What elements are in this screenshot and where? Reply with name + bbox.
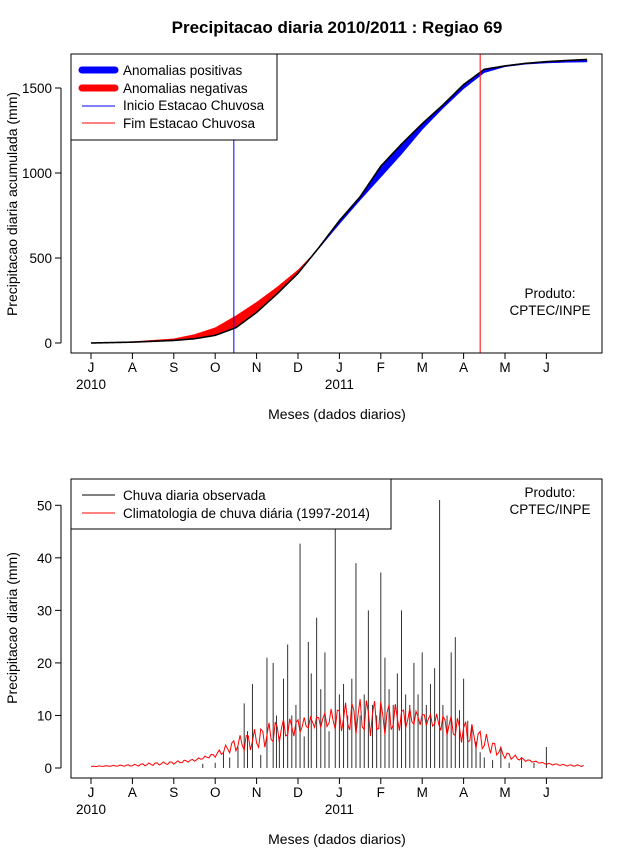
legend-label-climatology: Climatologia de chuva diária (1997-2014) xyxy=(123,506,370,521)
top-legend: Anomalias positivas Anomalias negativas … xyxy=(70,53,278,141)
top-y-axis-label: Precipitacao diaria acumulada (mm) xyxy=(4,92,20,316)
positive-anomaly-area xyxy=(315,59,588,253)
bottom-y-tick-label: 20 xyxy=(37,656,52,671)
top-x-tick-label: S xyxy=(169,360,178,375)
bottom-x-tick-label: J xyxy=(543,785,550,800)
top-x-tick-label: F xyxy=(377,360,385,375)
negative-anomaly-area xyxy=(91,252,315,344)
bottom-x-tick-label: F xyxy=(377,785,385,800)
daily-rain-bars xyxy=(202,500,547,768)
top-x-tick-label: O xyxy=(210,360,221,375)
bottom-annotation-product: Produto: xyxy=(524,485,575,500)
top-annotation-source: CPTEC/INPE xyxy=(509,303,590,318)
bottom-x-year-label: 2011 xyxy=(325,802,354,817)
bottom-x-axis-label: Meses (dados diarios) xyxy=(268,831,406,847)
top-y-tick-label: 0 xyxy=(44,336,52,351)
bottom-x-tick-label: O xyxy=(210,785,221,800)
top-x-tick-label: N xyxy=(252,360,262,375)
bottom-y-axis-label: Precipitacao diaria (mm) xyxy=(4,552,20,704)
legend-label-start: Inicio Estacao Chuvosa xyxy=(123,98,265,113)
bottom-x-tick-label: M xyxy=(417,785,428,800)
bottom-legend: Chuva diaria observada Climatologia de c… xyxy=(70,478,392,530)
top-x-year-label: 2010 xyxy=(76,377,106,392)
top-x-tick-label: A xyxy=(459,360,468,375)
top-x-axis-label: Meses (dados diarios) xyxy=(268,406,406,422)
legend-label-positive: Anomalias positivas xyxy=(123,63,243,78)
observed-cumulative-line xyxy=(90,58,588,344)
bottom-x-year-label: 2010 xyxy=(76,802,106,817)
chart-title: Precipitacao diaria 2010/2011 : Regiao 6… xyxy=(172,18,503,37)
bottom-x-tick-label: M xyxy=(499,785,510,800)
top-annotation-product: Produto: xyxy=(524,286,575,301)
bottom-x-tick-label: J xyxy=(336,785,343,800)
top-x-tick-label: D xyxy=(293,360,303,375)
top-y-tick-label: 1500 xyxy=(22,81,52,96)
top-x-year-label: 2011 xyxy=(325,377,354,392)
bottom-x-tick-label: A xyxy=(128,785,137,800)
top-x-tick-label: M xyxy=(417,360,428,375)
bottom-y-tick-label: 10 xyxy=(37,708,52,723)
legend-label-observed: Chuva diaria observada xyxy=(123,488,266,503)
top-x-tick-label: J xyxy=(88,360,95,375)
bottom-legend-box xyxy=(70,478,392,530)
bottom-annotation-source: CPTEC/INPE xyxy=(509,502,590,517)
bottom-y-tick-label: 50 xyxy=(37,498,52,513)
climatology-line xyxy=(90,698,584,768)
top-x-tick-label: J xyxy=(543,360,550,375)
top-x-tick-label: J xyxy=(336,360,343,375)
bottom-axes: J A S O N D J F M A M J 2010 2011 0 10 20 30 40 50 xyxy=(37,498,550,817)
top-x-tick-label: M xyxy=(499,360,510,375)
top-x-tick-label: A xyxy=(128,360,137,375)
bottom-y-tick-label: 40 xyxy=(37,551,52,566)
top-y-tick-label: 500 xyxy=(29,251,52,266)
top-y-tick-label: 1000 xyxy=(22,166,52,181)
bottom-x-tick-label: D xyxy=(293,785,303,800)
bottom-x-tick-label: A xyxy=(459,785,468,800)
bottom-x-tick-label: N xyxy=(252,785,262,800)
legend-label-end: Fim Estacao Chuvosa xyxy=(123,116,256,131)
bottom-x-tick-label: J xyxy=(88,785,95,800)
bottom-y-tick-label: 0 xyxy=(44,761,52,776)
bottom-x-tick-label: S xyxy=(169,785,178,800)
top-axes: J A S O N D J F M A M J 2010 2011 0 500 1000 1500 xyxy=(22,81,550,392)
bottom-y-tick-label: 30 xyxy=(37,603,52,618)
legend-label-negative: Anomalias negativas xyxy=(123,81,248,96)
